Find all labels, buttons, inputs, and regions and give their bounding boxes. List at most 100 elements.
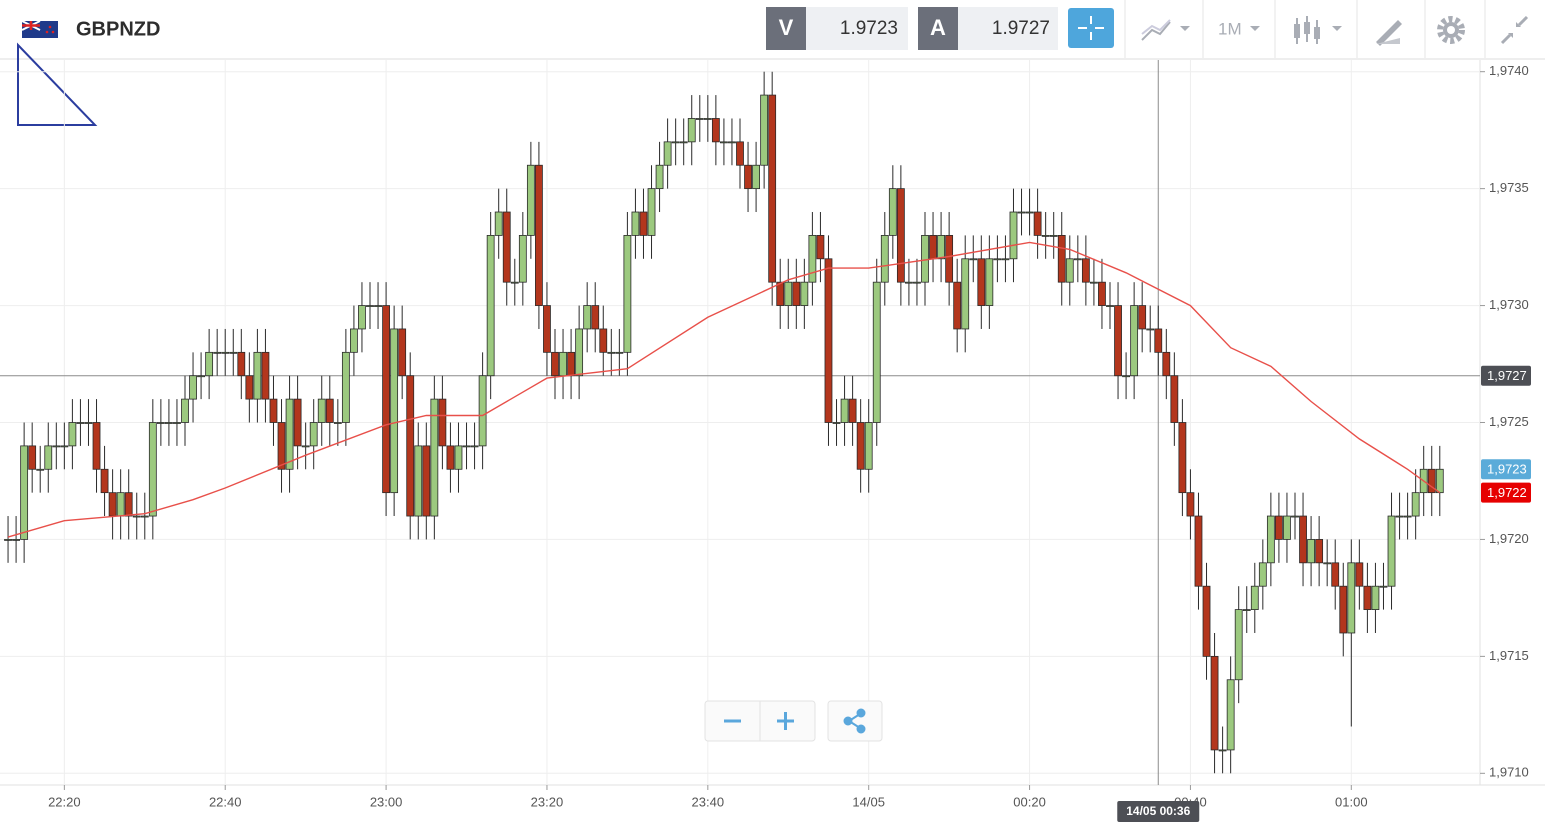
x-tick-label: 23:40 xyxy=(692,794,725,809)
candle-body xyxy=(325,398,334,423)
candle-body xyxy=(68,422,77,447)
candle-body xyxy=(824,258,833,423)
candle-body xyxy=(52,445,61,448)
candle-body xyxy=(28,445,37,470)
sell-price-box xyxy=(806,7,908,50)
candle-body xyxy=(993,258,1002,261)
candle-body xyxy=(132,515,141,518)
candles-button[interactable] xyxy=(1294,16,1342,44)
zoom-controls xyxy=(704,700,883,742)
candle-body xyxy=(406,375,415,517)
price-tag xyxy=(1481,459,1531,480)
candle-body xyxy=(1291,515,1299,518)
chart-type-button[interactable] xyxy=(1141,19,1190,41)
draw-button[interactable] xyxy=(1376,20,1402,46)
candle-body xyxy=(277,422,286,470)
x-tick-label: 23:20 xyxy=(531,794,564,809)
candle-body xyxy=(961,258,970,330)
candle-body xyxy=(864,422,873,470)
x-tick-label: 22:20 xyxy=(48,794,81,809)
price-tag xyxy=(1481,482,1531,503)
share-button[interactable] xyxy=(827,700,883,742)
candle-body xyxy=(366,305,374,307)
candle-body xyxy=(197,375,205,378)
candle-body xyxy=(953,281,962,330)
candle-body xyxy=(687,118,696,143)
candle-body xyxy=(124,492,133,517)
candle-body xyxy=(76,422,85,424)
candle-body xyxy=(518,235,527,283)
candle-body xyxy=(1178,422,1187,494)
candle-body xyxy=(341,351,350,423)
symbol: GBPNZD xyxy=(76,18,160,40)
candle-body xyxy=(591,305,600,330)
candle-body xyxy=(1234,609,1243,681)
candle-body xyxy=(390,328,399,494)
candle-body xyxy=(205,351,214,377)
buy-label: A xyxy=(930,15,946,40)
candle-body xyxy=(977,258,986,306)
timeframe[interactable]: 1M xyxy=(1218,19,1242,38)
candle-body xyxy=(502,211,511,283)
candle-body xyxy=(1331,562,1340,587)
candle-body xyxy=(382,305,390,494)
candle-body xyxy=(494,211,503,236)
candle-body xyxy=(880,235,889,283)
candle-body xyxy=(623,235,632,353)
candle-body xyxy=(261,351,270,400)
candle-body xyxy=(543,305,551,353)
candle-body xyxy=(647,188,656,236)
toolbar-separators xyxy=(1124,0,1486,58)
candle-body xyxy=(1081,258,1090,283)
candle-body xyxy=(816,235,825,260)
crosshair-icon xyxy=(1078,16,1104,40)
candle-body xyxy=(1033,211,1042,236)
candle-body xyxy=(1138,305,1147,330)
candle-body xyxy=(486,235,495,377)
candle-body xyxy=(462,445,471,448)
y-tick-label: 1,9715 xyxy=(1489,648,1529,663)
candle-body xyxy=(784,281,793,306)
settings-button[interactable] xyxy=(1437,16,1465,44)
buy-button[interactable] xyxy=(918,7,958,50)
candle-body xyxy=(148,422,157,517)
candle-body xyxy=(293,398,302,447)
candle-body xyxy=(655,164,664,190)
flag xyxy=(21,20,58,38)
candle-body xyxy=(599,328,608,353)
candle-body xyxy=(100,468,109,494)
candle-body xyxy=(695,118,704,120)
crosshair-button[interactable] xyxy=(1068,8,1114,48)
y-tick-label: 1,9740 xyxy=(1489,63,1529,78)
compress-button[interactable] xyxy=(1500,15,1529,45)
x-tick-label: 14/05 xyxy=(852,794,885,809)
candle-body xyxy=(333,422,342,424)
candle-body xyxy=(720,141,728,144)
candle-body xyxy=(1427,468,1436,494)
candle-body xyxy=(358,305,366,330)
candle-body xyxy=(969,258,978,261)
y-tick-label: 1,9710 xyxy=(1489,765,1529,780)
candle-body xyxy=(510,281,519,284)
candle-body xyxy=(1090,281,1098,284)
candle-body xyxy=(744,164,752,190)
sell-button[interactable] xyxy=(766,7,806,50)
candle-body xyxy=(1065,258,1074,283)
candle-body xyxy=(1017,211,1026,214)
candle-body xyxy=(221,351,230,354)
x-tick-label: 00:20 xyxy=(1013,794,1046,809)
candle-body xyxy=(800,281,809,306)
candle-body xyxy=(760,94,769,166)
candle-body xyxy=(1218,749,1227,752)
candle-body xyxy=(140,515,149,518)
price-tag-label: 1,9723 xyxy=(1487,462,1527,477)
candle-body xyxy=(1299,515,1307,564)
candle-body xyxy=(213,351,222,354)
y-tick-label: 1,9725 xyxy=(1489,414,1529,429)
candle-body xyxy=(792,281,801,306)
candle-body xyxy=(1387,515,1396,587)
candle-body xyxy=(1266,515,1275,564)
crosshair-x-label: 14/05 00:36 xyxy=(1126,804,1190,818)
